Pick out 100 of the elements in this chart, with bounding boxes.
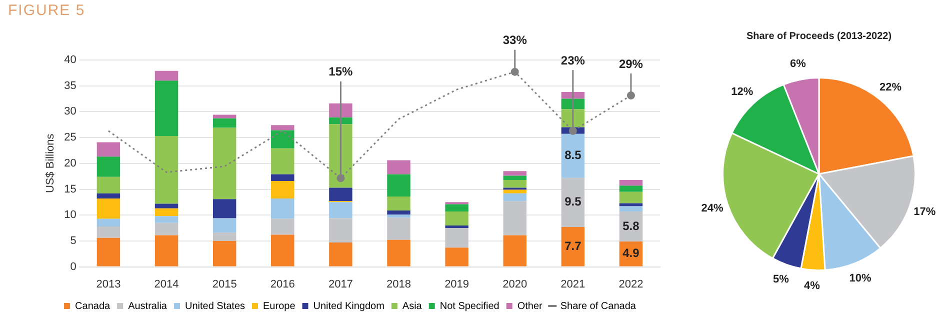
bar bbox=[154, 235, 178, 266]
bar bbox=[96, 193, 120, 199]
bar bbox=[271, 148, 294, 174]
bar bbox=[503, 201, 526, 236]
data-label: 23% bbox=[560, 53, 586, 68]
x-tick-label: 2013 bbox=[96, 278, 121, 290]
x-tick-label: 2014 bbox=[154, 278, 179, 290]
bar bbox=[96, 198, 120, 219]
bar bbox=[154, 204, 178, 208]
bar bbox=[387, 160, 410, 174]
bar bbox=[503, 190, 526, 194]
bar bbox=[387, 240, 410, 266]
bar bbox=[96, 238, 120, 266]
bar bbox=[387, 174, 410, 196]
data-label: 4% bbox=[804, 280, 820, 292]
data-label: 7.7 bbox=[564, 238, 582, 253]
bar bbox=[561, 226, 585, 266]
bar bbox=[154, 136, 178, 204]
bar bbox=[329, 218, 352, 242]
x-tick-label: 2017 bbox=[328, 278, 353, 290]
bar bbox=[271, 174, 294, 181]
x-tick-label: 2020 bbox=[502, 278, 528, 290]
bar bbox=[387, 214, 410, 218]
data-label: 9.5 bbox=[564, 194, 582, 209]
bar bbox=[387, 218, 410, 240]
x-tick-label: 2021 bbox=[560, 278, 586, 290]
bar bbox=[445, 204, 468, 212]
data-label: 24% bbox=[701, 202, 724, 215]
bar bbox=[445, 248, 468, 266]
y-tick-label: 10 bbox=[64, 209, 76, 222]
legend-label: United Kingdom bbox=[313, 300, 384, 312]
bar bbox=[503, 171, 526, 176]
bar bbox=[503, 180, 526, 188]
legend-label: Canada bbox=[75, 300, 111, 312]
y-axis-title: US$ Billions bbox=[44, 133, 57, 194]
bar bbox=[561, 92, 585, 99]
bar bbox=[561, 178, 585, 227]
bar bbox=[96, 218, 120, 226]
legend-label: Other bbox=[517, 300, 544, 312]
point bbox=[336, 174, 345, 182]
data-label: 29% bbox=[618, 56, 644, 71]
bar bbox=[154, 70, 178, 81]
bar bbox=[445, 211, 468, 226]
x-tick-label: 2022 bbox=[618, 278, 644, 290]
x-tick-label: 2018 bbox=[386, 278, 411, 290]
x-tick-label: 2019 bbox=[444, 278, 470, 290]
bar bbox=[96, 226, 120, 238]
legend-label: Not Specified bbox=[440, 300, 500, 312]
bar bbox=[212, 199, 236, 218]
point bbox=[626, 91, 635, 100]
chart-title: FIGURE 5 bbox=[8, 2, 86, 19]
bar bbox=[212, 128, 236, 200]
data-label: 15% bbox=[328, 64, 354, 79]
point bbox=[510, 68, 519, 76]
bar bbox=[96, 176, 120, 194]
y-tick-label: 35 bbox=[64, 80, 76, 92]
bar bbox=[212, 118, 236, 128]
bar bbox=[561, 98, 585, 110]
legend-label: Europe bbox=[263, 300, 296, 312]
point bbox=[568, 126, 577, 135]
x-tick-label: 2015 bbox=[212, 278, 237, 290]
bar bbox=[387, 210, 410, 215]
legend-label: Australia bbox=[128, 300, 168, 312]
bar bbox=[503, 235, 526, 266]
bar bbox=[619, 192, 643, 204]
bar bbox=[387, 196, 410, 210]
chart-title: Share of Proceeds (2013-2022) bbox=[746, 30, 892, 42]
bar bbox=[329, 242, 352, 266]
bar bbox=[96, 142, 120, 157]
bar bbox=[619, 203, 643, 206]
bar bbox=[619, 206, 643, 212]
bar bbox=[271, 234, 294, 266]
bar bbox=[561, 134, 585, 178]
bar bbox=[96, 156, 120, 177]
data-label: 4.9 bbox=[622, 246, 640, 260]
y-tick-label: 20 bbox=[64, 157, 76, 170]
bar bbox=[619, 180, 643, 186]
data-label: 33% bbox=[502, 33, 528, 48]
bar bbox=[329, 188, 352, 202]
bar bbox=[329, 124, 352, 188]
bar bbox=[329, 202, 352, 218]
bar bbox=[271, 218, 294, 235]
bar bbox=[154, 216, 178, 223]
bar bbox=[212, 218, 236, 233]
bar bbox=[212, 114, 236, 118]
bar bbox=[329, 117, 352, 124]
y-tick-label: 40 bbox=[64, 54, 76, 66]
legend-label: Share of Canada bbox=[560, 300, 636, 312]
bar bbox=[445, 225, 468, 228]
data-label: 8.5 bbox=[564, 148, 582, 162]
y-tick-label: 5 bbox=[70, 234, 76, 247]
bar bbox=[619, 186, 643, 192]
legend-label: United States bbox=[184, 300, 246, 312]
data-label: 5% bbox=[773, 274, 790, 286]
bar bbox=[212, 232, 236, 241]
x-tick-label: 2016 bbox=[270, 278, 295, 290]
data-label: 6% bbox=[790, 58, 806, 70]
data-label: 12% bbox=[731, 86, 754, 98]
bar bbox=[271, 198, 294, 219]
y-tick-label: 15 bbox=[64, 183, 76, 196]
